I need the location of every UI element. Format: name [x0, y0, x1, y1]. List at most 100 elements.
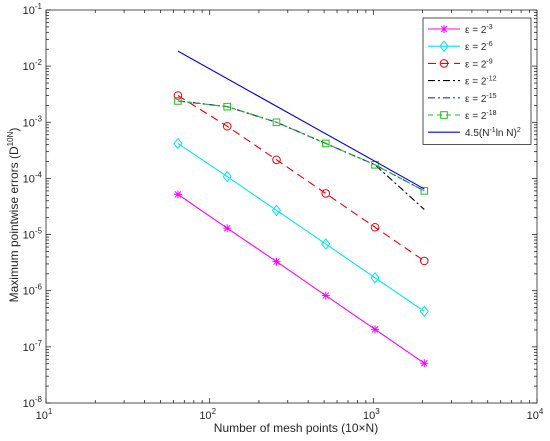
star-marker [371, 325, 380, 334]
square-marker [223, 102, 232, 111]
x-tick-label-base: 10 [36, 410, 48, 422]
series-7 [177, 50, 425, 190]
circle-marker [321, 189, 331, 198]
x-tick-label: 104 [527, 407, 544, 422]
circle-marker [439, 59, 449, 68]
square-marker [272, 118, 281, 127]
series-line [177, 95, 425, 262]
legend-label-superscript: -3 [486, 24, 492, 31]
diamond-marker [439, 40, 449, 53]
series-5 [177, 100, 425, 192]
legend-entry: ε = 2-15 [428, 93, 497, 105]
legend-label-text: ε = 2 [465, 94, 487, 105]
y-tick-label-base: 10 [23, 117, 35, 129]
series-layer [173, 50, 429, 368]
y-tick-label: 10-1 [23, 2, 43, 17]
star-marker [321, 291, 330, 300]
series-6 [174, 97, 429, 195]
y-tick-label-base: 10 [23, 230, 35, 242]
circle-marker [419, 256, 429, 266]
star-marker [420, 359, 429, 368]
diamond-marker [321, 238, 331, 250]
y-tick-label: 10-3 [23, 114, 43, 129]
legend-label-superscript: -6 [486, 41, 492, 48]
y-axis-label-end: ) [7, 128, 21, 132]
legend-label-superscript: -15 [486, 93, 496, 100]
y-tick-label: 10-2 [23, 58, 43, 73]
y-tick-label: 10-4 [23, 170, 43, 185]
axes: 101 102 103 10410-810-710-610-510-410-310-2… [23, 2, 544, 422]
star-marker [272, 257, 281, 266]
diamond-marker [222, 170, 232, 183]
legend-entry: ε = 2-6 [428, 40, 493, 53]
y-tick-label-base: 10 [23, 61, 35, 73]
x-tick-label: 101 [36, 407, 53, 422]
y-tick-label: 10-8 [23, 395, 43, 410]
legend-label: ε = 2-18 [465, 110, 497, 122]
y-tick-label-exponent: -8 [35, 395, 43, 404]
legend-label-text: ε = 2 [465, 25, 487, 36]
circle-marker [222, 121, 232, 131]
series-3 [173, 91, 429, 266]
circle-marker [272, 155, 281, 165]
series-2 [173, 137, 429, 318]
x-tick-label-exponent: 4 [539, 407, 544, 416]
legend-entry: ε = 2-12 [428, 76, 497, 88]
legend-label: ε = 2-15 [465, 93, 497, 105]
legend-label-superscript: -1 [489, 127, 495, 134]
y-tick-label-base: 10 [23, 5, 35, 17]
legend-label-text: ε = 2 [465, 42, 487, 53]
legend-label-text: ε = 2 [465, 111, 487, 122]
legend-entry: 4.5(N-1ln N)2 [428, 127, 521, 139]
star-marker-stroke [273, 258, 280, 265]
circle-marker [173, 91, 183, 100]
y-tick-label-base: 10 [23, 398, 35, 410]
x-tick-label-exponent: 1 [48, 407, 53, 416]
star-marker-stroke [322, 292, 330, 299]
star-marker [223, 224, 232, 233]
star-marker-stroke [371, 326, 379, 333]
legend-label-text: ε = 2 [465, 59, 487, 70]
series-line [177, 100, 425, 192]
x-tick-label-exponent: 2 [212, 407, 217, 416]
y-tick-label: 10-6 [23, 283, 43, 298]
x-tick-label-base: 10 [363, 410, 375, 422]
star-marker-stroke [420, 359, 428, 367]
star-marker [173, 190, 182, 199]
x-axis-label: Number of mesh points (10×N) [214, 421, 378, 435]
y-tick-label: 10-5 [23, 227, 43, 242]
legend-label: ε = 2-3 [465, 24, 493, 36]
star-marker-stroke [174, 191, 182, 198]
diamond-marker [173, 137, 183, 150]
legend-label-superscript: -9 [486, 58, 492, 65]
diamond-marker [271, 204, 282, 217]
x-tick-label-exponent: 3 [375, 407, 380, 416]
legend-entry: ε = 2-9 [428, 58, 493, 70]
square-marker [321, 139, 330, 148]
legend-entry: ε = 2-3 [428, 24, 493, 36]
y-tick-label-base: 10 [23, 342, 35, 354]
legend-label-superscript: 2 [517, 127, 521, 134]
series-line [177, 100, 425, 192]
star-marker-stroke [440, 25, 448, 33]
legend: ε = 2-3ε = 2-6ε = 2-9ε = 2-12ε = 2-15ε =… [422, 17, 532, 145]
y-tick-label-exponent: -7 [35, 339, 43, 348]
plot-frame [45, 9, 538, 404]
y-tick-label-base: 10 [23, 173, 35, 185]
square-marker [440, 111, 448, 119]
diamond-marker [370, 271, 380, 284]
series-1 [173, 190, 429, 368]
circle-marker [370, 222, 380, 232]
y-axis-label-superscript: 10N [6, 131, 15, 146]
legend-label: ε = 2-6 [465, 41, 493, 53]
legend-label-text: ε = 2 [465, 77, 487, 88]
legend-label-text: 4.5(N [465, 128, 489, 139]
y-tick-label-exponent: -6 [35, 283, 43, 292]
y-axis-label-main: Maximum pointwise errors (D [7, 146, 21, 302]
legend-box [422, 17, 532, 145]
star-marker [440, 25, 448, 33]
series-line [177, 193, 425, 364]
diamond-marker [419, 305, 429, 318]
x-tick-label-base: 10 [199, 410, 211, 422]
